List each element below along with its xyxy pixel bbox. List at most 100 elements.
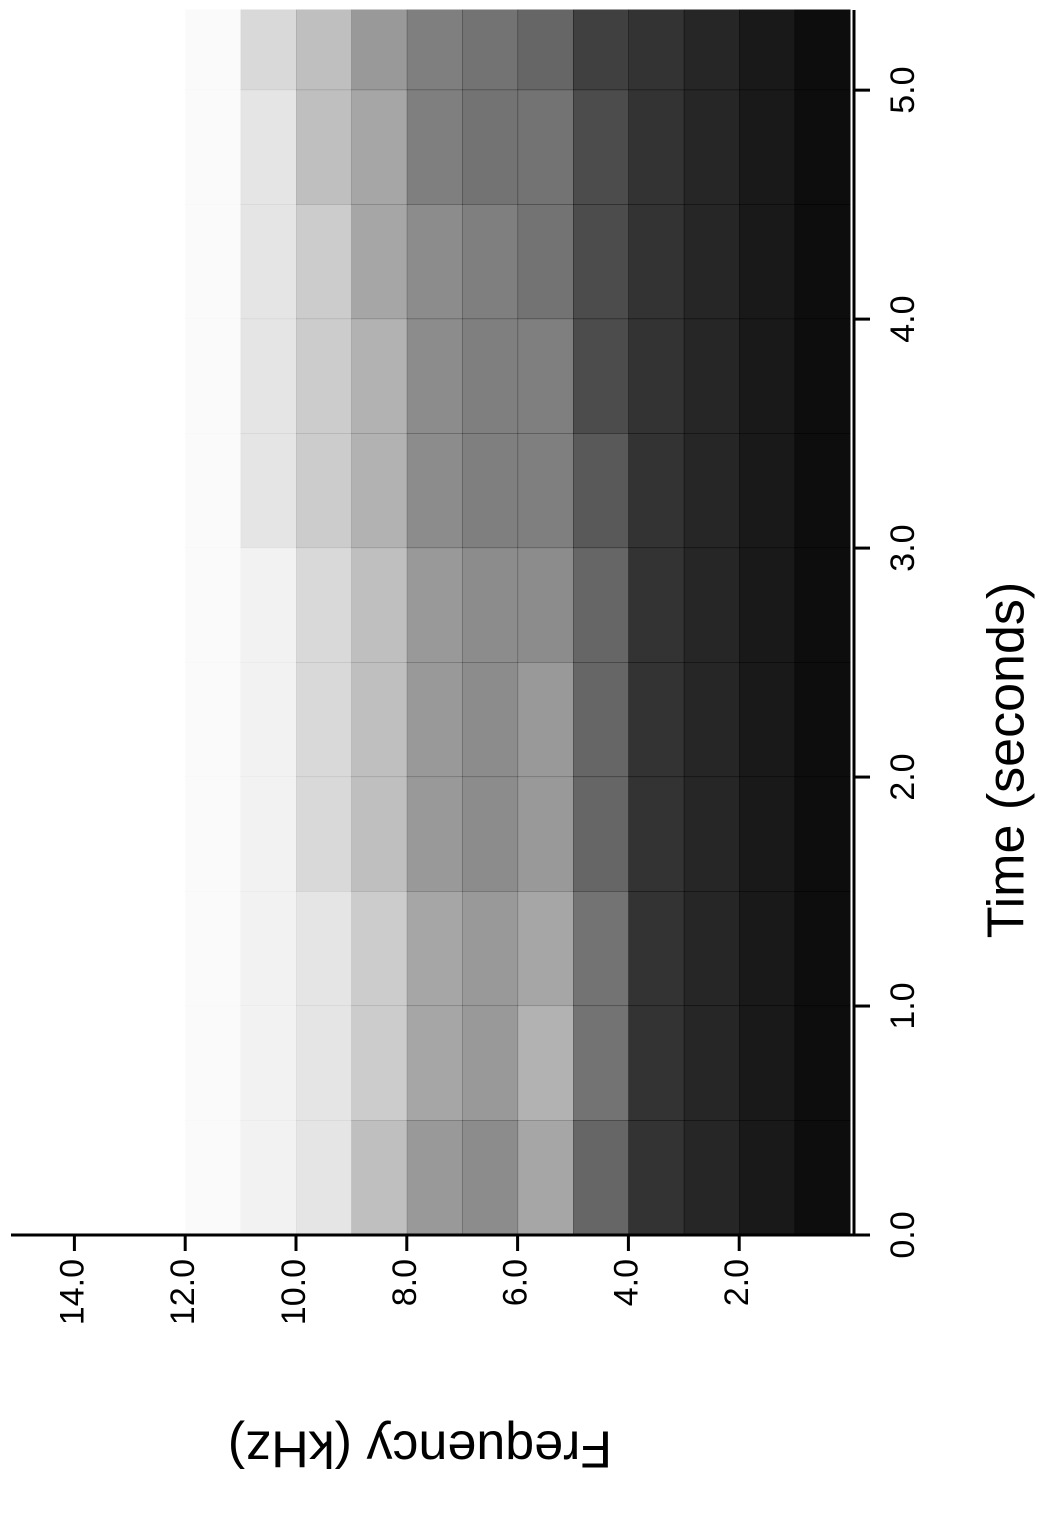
spectrogram-cell [351, 204, 408, 320]
spectrogram-cell [794, 1005, 851, 1121]
y-tick-label: 6.0 [497, 1259, 535, 1306]
spectrogram-cell [240, 547, 297, 663]
spectrogram-cell [794, 89, 851, 205]
spectrogram-cell [296, 891, 352, 1007]
spectrogram-cell [628, 1120, 685, 1235]
spectrogram-cell [351, 1120, 408, 1235]
y-tick-label: 4.0 [607, 1259, 645, 1306]
spectrogram-cell [573, 433, 629, 549]
spectrogram-cell [185, 891, 241, 1006]
spectrogram-cell [351, 433, 408, 549]
spectrogram-cell [406, 204, 463, 320]
spectrogram-cell [185, 662, 241, 777]
rotated-plot: Time (seconds) Frequency (kHz) 0.0 1.0 2.0… [11, 9, 1036, 1477]
spectrogram-cell [351, 1005, 408, 1121]
spectrogram-cell [296, 318, 352, 434]
spectrogram-cell [683, 891, 740, 1007]
y-tick-label: 14.0 [53, 1259, 91, 1325]
spectrogram-cell [517, 1005, 574, 1121]
spectrogram-cell [462, 9, 519, 91]
spectrogram-cell [628, 1005, 685, 1121]
spectrogram-cell [794, 433, 851, 549]
spectrogram-cell [406, 433, 463, 549]
spectrogram-cell [185, 1120, 241, 1235]
spectrogram-cell [240, 204, 297, 320]
spectrogram-cell [462, 318, 519, 434]
spectrogram-cell [517, 1120, 574, 1235]
spectrogram-cell [185, 777, 241, 892]
spectrogram-cell [739, 547, 796, 663]
spectrogram-cell [683, 89, 740, 205]
spectrogram-cell [351, 776, 408, 892]
spectrogram-cell [628, 204, 685, 320]
spectrogram-cell [296, 547, 352, 663]
spectrogram-cell [794, 776, 851, 892]
y-tick-label: 8.0 [386, 1259, 424, 1306]
x-tick-label: 2.0 [884, 753, 922, 800]
spectrogram-cell [296, 1005, 352, 1121]
spectrogram-cell [573, 9, 629, 91]
spectrogram-cell [240, 318, 297, 434]
x-tick-label: 3.0 [884, 524, 922, 571]
spectrogram-cell [240, 89, 297, 205]
spectrogram-cell [462, 89, 519, 205]
spectrogram-cell [794, 662, 851, 778]
spectrogram-cell [185, 204, 241, 319]
spectrogram-cell [185, 319, 241, 434]
spectrogram-cell [628, 318, 685, 434]
spectrogram-cell [517, 318, 574, 434]
spectrogram-cell [573, 662, 629, 778]
spectrogram-cell [517, 776, 574, 892]
spectrogram-cell [739, 318, 796, 434]
spectrogram-cell [628, 891, 685, 1007]
spectrogram-cell [240, 776, 297, 892]
spectrogram-cell [240, 891, 297, 1007]
spectrogram-cell [739, 1005, 796, 1121]
spectrogram-cell [628, 662, 685, 778]
spectrogram-cell [683, 547, 740, 663]
spectrogram-cell [739, 891, 796, 1007]
spectrogram-cell [240, 9, 297, 91]
spectrogram-cell [683, 1005, 740, 1121]
y-axis-label: Frequency (kHz) [228, 1419, 612, 1477]
spectrogram-cell [573, 1005, 629, 1121]
spectrogram-cell [628, 776, 685, 892]
spectrogram-cell [351, 9, 408, 91]
x-tick-label: 5.0 [884, 67, 922, 114]
spectrogram-cell [351, 662, 408, 778]
spectrogram-cell [462, 891, 519, 1007]
spectrogram-cell [351, 547, 408, 663]
spectrogram-cell [462, 1120, 519, 1235]
x-tick-label: 1.0 [884, 982, 922, 1029]
spectrogram-cell [794, 891, 851, 1007]
y-tick-label: 10.0 [275, 1259, 313, 1325]
spectrogram-cell [683, 433, 740, 549]
spectrogram-cell [517, 204, 574, 320]
spectrogram-cell [462, 662, 519, 778]
x-tick-label: 4.0 [884, 295, 922, 342]
spectrogram-cell [462, 1005, 519, 1121]
spectrogram-cell [573, 204, 629, 320]
spectrogram-cell [794, 318, 851, 434]
spectrogram-cell [573, 891, 629, 1007]
spectrogram-cell [296, 89, 352, 205]
spectrogram-cell [739, 204, 796, 320]
spectrogram-cell [185, 10, 241, 91]
spectrogram-cell [628, 89, 685, 205]
spectrogram-cell [683, 9, 740, 91]
spectrogram-cell [406, 891, 463, 1007]
spectrogram-cell [683, 1120, 740, 1235]
spectrogram-cell [628, 9, 685, 91]
x-axis-label: Time (seconds) [978, 582, 1036, 938]
spectrogram-cell [517, 9, 574, 91]
spectrogram-cell [794, 1120, 851, 1235]
spectrogram-cell [683, 318, 740, 434]
spectrogram-cell [296, 776, 352, 892]
spectrogram-cell [739, 9, 796, 91]
spectrogram-cell [462, 433, 519, 549]
spectrogram-cell [406, 9, 463, 91]
spectrogram-cell [573, 318, 629, 434]
spectrogram-cell [683, 204, 740, 320]
spectrogram-cell [296, 1120, 352, 1235]
